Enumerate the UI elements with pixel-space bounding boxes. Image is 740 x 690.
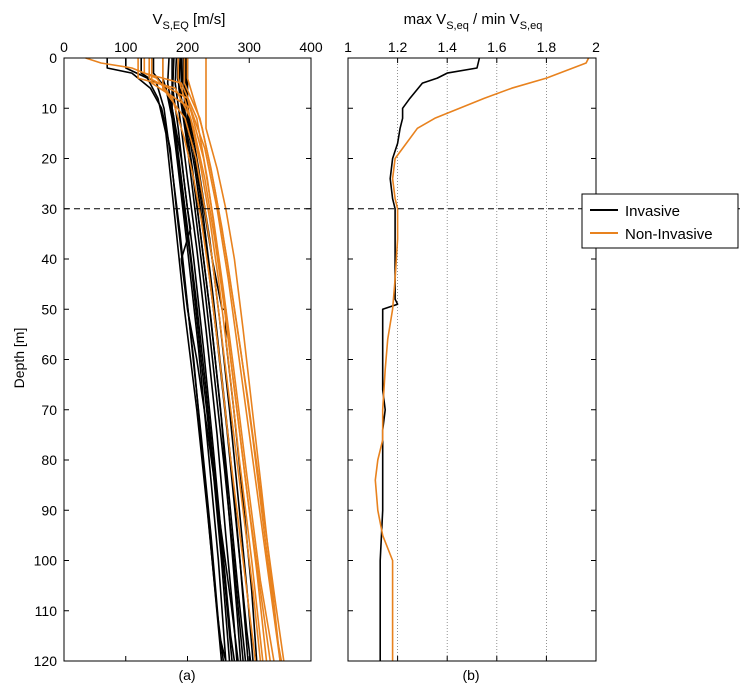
series-line-non-invasive-24 <box>162 58 262 662</box>
panel-b-series <box>374 57 590 661</box>
y-tick-label: 30 <box>41 201 57 217</box>
series-line-invasive-9 <box>178 57 244 662</box>
x-tick-label: 1.6 <box>487 39 507 55</box>
panel-b-xticks: 1 1.2 1.4 1.6 1.8 2 <box>344 39 600 661</box>
panel-a-frame <box>63 57 312 662</box>
y-tick-label: 0 <box>49 50 57 66</box>
panel-a-label: (a) <box>178 667 195 683</box>
x-tick-label: 200 <box>176 39 200 55</box>
panel-a-ylabel: Depth [m] <box>11 328 27 389</box>
series-line-invasive-5 <box>166 57 233 662</box>
x-tick-label: 1 <box>344 39 352 55</box>
panel-b-label: (b) <box>462 667 479 683</box>
x-tick-label: 300 <box>238 39 262 55</box>
y-tick-label: 110 <box>35 603 58 619</box>
legend-label-non-invasive: Non-Invasive <box>625 226 713 243</box>
y-tick-label: 120 <box>34 653 58 669</box>
legend: Invasive Non-Invasive <box>581 193 739 249</box>
panel-a-yticks: 0 10 20 30 40 50 60 70 80 90 100 110 120 <box>34 50 311 669</box>
panel-b-title: max VS,eq / min VS,eq <box>404 11 543 32</box>
legend-box <box>581 193 739 249</box>
panel-b-frame <box>347 57 597 662</box>
y-tick-label: 10 <box>41 100 57 116</box>
panel-b-grid <box>397 58 547 661</box>
panel-a-xticks: 0 100 200 300 400 <box>60 39 323 661</box>
y-tick-label: 20 <box>41 151 57 167</box>
series-line-non-invasive-19 <box>148 58 275 662</box>
panel-a-series <box>85 57 285 662</box>
y-tick-label: 100 <box>34 553 58 569</box>
series-line-non-invasive-25 <box>177 58 268 662</box>
series-line-non-invasive-1 <box>374 57 590 661</box>
y-tick-label: 50 <box>41 301 57 317</box>
series-line-invasive-13 <box>171 58 239 662</box>
x-tick-label: 1.4 <box>437 39 457 55</box>
y-tick-label: 70 <box>41 402 57 418</box>
x-tick-label: 100 <box>114 39 138 55</box>
panel-a: VS,EQ [m/s] Depth [m] (a) 0 100 200 300 400 … <box>11 11 323 683</box>
series-line-invasive-7 <box>174 57 238 662</box>
y-tick-label: 80 <box>41 452 57 468</box>
panel-b: max VS,eq / min VS,eq (b) 1 1.2 1.4 1.6 1.8 2 <box>344 11 740 683</box>
x-tick-label: 2 <box>592 39 600 55</box>
panel-a-title: VS,EQ [m/s] <box>153 11 226 32</box>
y-tick-label: 90 <box>41 502 57 518</box>
legend-label-invasive: Invasive <box>625 203 680 220</box>
series-line-invasive-1 <box>125 58 225 662</box>
y-tick-label: 60 <box>41 352 57 368</box>
x-tick-label: 1.2 <box>388 39 408 55</box>
x-tick-label: 400 <box>299 39 323 55</box>
series-line-non-invasive-16 <box>85 57 257 662</box>
series-line-non-invasive-22 <box>186 58 283 662</box>
series-line-invasive-0 <box>379 57 481 661</box>
x-tick-label: 1.8 <box>537 39 557 55</box>
panel-b-yticks <box>348 57 596 662</box>
y-tick-label: 40 <box>41 251 57 267</box>
x-tick-label: 0 <box>60 39 68 55</box>
series-line-non-invasive-23 <box>205 58 281 662</box>
series-line-invasive-4 <box>162 58 231 662</box>
series-line-invasive-3 <box>152 58 227 662</box>
series-line-non-invasive-20 <box>150 58 281 662</box>
